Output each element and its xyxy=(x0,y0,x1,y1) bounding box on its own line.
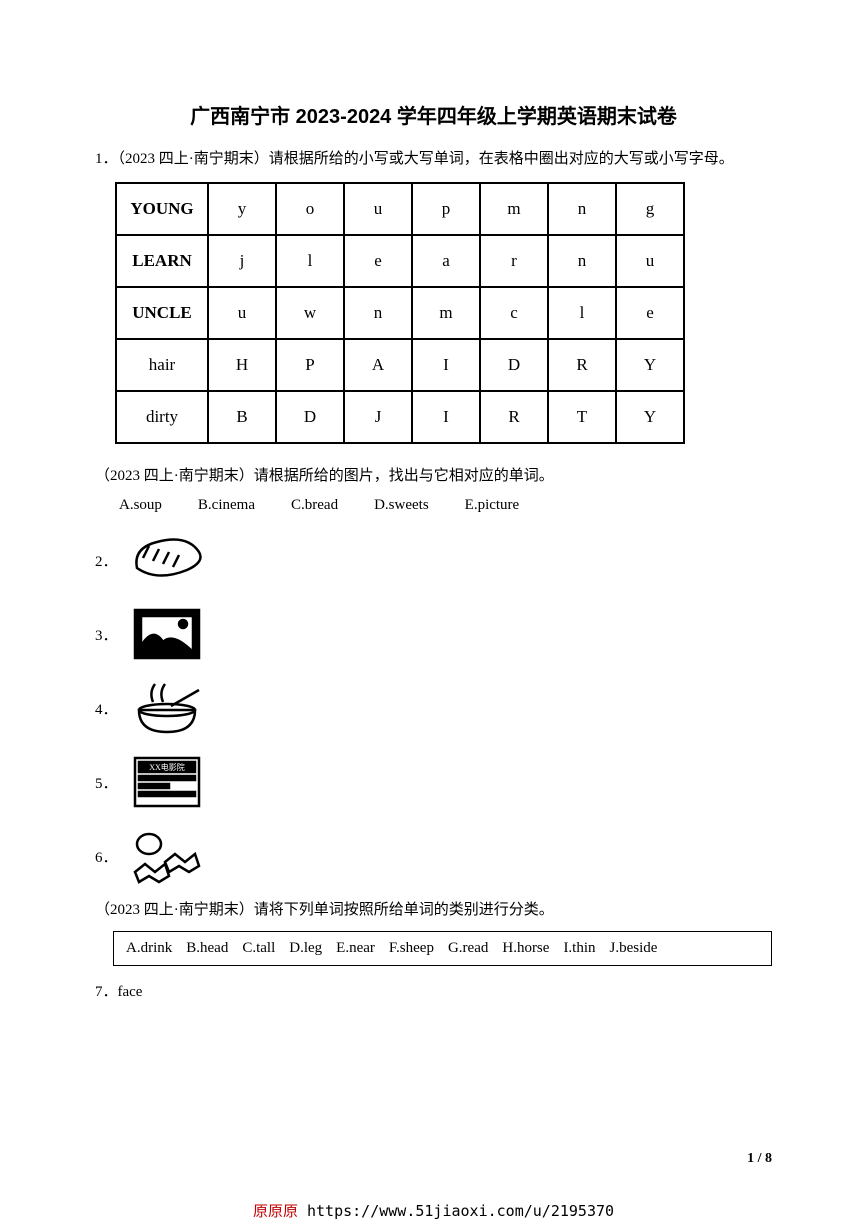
letter-cell: u xyxy=(616,235,684,287)
letter-cell: Y xyxy=(616,391,684,443)
letter-cell: T xyxy=(548,391,616,443)
letter-cell: j xyxy=(208,235,276,287)
letter-cell: A xyxy=(344,339,412,391)
category-option: A.drink xyxy=(126,940,172,956)
svg-text:XX电影院: XX电影院 xyxy=(149,762,185,772)
letter-cell: p xyxy=(412,183,480,235)
letter-cell: a xyxy=(412,235,480,287)
letter-cell: H xyxy=(208,339,276,391)
word-cell: YOUNG xyxy=(116,183,208,235)
letter-cell: Y xyxy=(616,339,684,391)
letter-cell: g xyxy=(616,183,684,235)
footer-prefix: 原原原 xyxy=(253,1202,307,1220)
picture-icon xyxy=(127,602,207,666)
letter-cell: m xyxy=(480,183,548,235)
pic-option: A.soup xyxy=(119,497,162,513)
category-section-intro: （2023 四上·南宁期末）请将下列单词按照所给单词的类别进行分类。 xyxy=(95,898,772,919)
picture-question-item: 2． xyxy=(95,528,772,592)
soup-icon xyxy=(127,676,207,740)
category-option: F.sheep xyxy=(389,940,434,956)
q7-text: 7．face xyxy=(95,980,772,1001)
letter-cell: D xyxy=(480,339,548,391)
item-number: 4． xyxy=(95,698,119,719)
item-number: 2． xyxy=(95,550,119,571)
category-options-box: A.drink B.head C.tall D.leg E.near F.sheep G.r… xyxy=(113,931,772,966)
word-cell: hair xyxy=(116,339,208,391)
page-number: 1 / 8 xyxy=(747,1151,772,1167)
letter-cell: o xyxy=(276,183,344,235)
letter-cell: u xyxy=(208,287,276,339)
letter-cell: J xyxy=(344,391,412,443)
letter-cell: I xyxy=(412,339,480,391)
item-number: 3． xyxy=(95,624,119,645)
letter-cell: n xyxy=(548,235,616,287)
picture-question-item: 5． XX电影院 xyxy=(95,750,772,814)
letter-cell: u xyxy=(344,183,412,235)
pic-option: D.sweets xyxy=(374,497,429,513)
category-option: J.beside xyxy=(610,940,658,956)
picture-question-item: 3． xyxy=(95,602,772,666)
page-title: 广西南宁市 2023-2024 学年四年级上学期英语期末试卷 xyxy=(95,100,772,129)
pic-section-intro: （2023 四上·南宁期末）请根据所给的图片，找出与它相对应的单词。 xyxy=(95,464,772,485)
letter-cell: l xyxy=(276,235,344,287)
bread-icon xyxy=(127,528,207,592)
pic-option: C.bread xyxy=(291,497,338,513)
picture-question-item: 4． xyxy=(95,676,772,740)
cinema-icon: XX电影院 xyxy=(127,750,207,814)
letter-cell: e xyxy=(616,287,684,339)
category-option: E.near xyxy=(336,940,375,956)
letter-cell: n xyxy=(548,183,616,235)
category-option: H.horse xyxy=(502,940,549,956)
letter-cell: n xyxy=(344,287,412,339)
letter-grid-table: YOUNGyoupmngLEARNjlearnuUNCLEuwnmclehair… xyxy=(115,182,685,444)
letter-cell: D xyxy=(276,391,344,443)
category-option: G.read xyxy=(448,940,488,956)
letter-cell: c xyxy=(480,287,548,339)
letter-cell: y xyxy=(208,183,276,235)
category-option: I.thin xyxy=(563,940,595,956)
letter-cell: e xyxy=(344,235,412,287)
pic-options-row: A.soup B.cinema C.bread D.sweets E.picture xyxy=(119,497,772,514)
picture-question-item: 6． xyxy=(95,824,772,888)
category-option: D.leg xyxy=(289,940,322,956)
pic-option: E.picture xyxy=(465,497,520,513)
footer-link: 原原原 https://www.51jiaoxi.com/u/2195370 xyxy=(0,1200,867,1221)
footer-url: https://www.51jiaoxi.com/u/2195370 xyxy=(307,1202,614,1220)
pic-option: B.cinema xyxy=(198,497,255,513)
letter-cell: w xyxy=(276,287,344,339)
letter-cell: l xyxy=(548,287,616,339)
word-cell: UNCLE xyxy=(116,287,208,339)
letter-cell: P xyxy=(276,339,344,391)
letter-cell: R xyxy=(480,391,548,443)
category-option: C.tall xyxy=(242,940,275,956)
letter-cell: R xyxy=(548,339,616,391)
word-cell: LEARN xyxy=(116,235,208,287)
item-number: 6． xyxy=(95,846,119,867)
q1-instruction: 1．（2023 四上·南宁期末）请根据所给的小写或大写单词，在表格中圈出对应的大… xyxy=(95,147,772,168)
sweets-icon xyxy=(127,824,207,888)
letter-cell: I xyxy=(412,391,480,443)
item-number: 5． xyxy=(95,772,119,793)
letter-cell: m xyxy=(412,287,480,339)
letter-cell: B xyxy=(208,391,276,443)
letter-cell: r xyxy=(480,235,548,287)
category-option: B.head xyxy=(186,940,228,956)
word-cell: dirty xyxy=(116,391,208,443)
